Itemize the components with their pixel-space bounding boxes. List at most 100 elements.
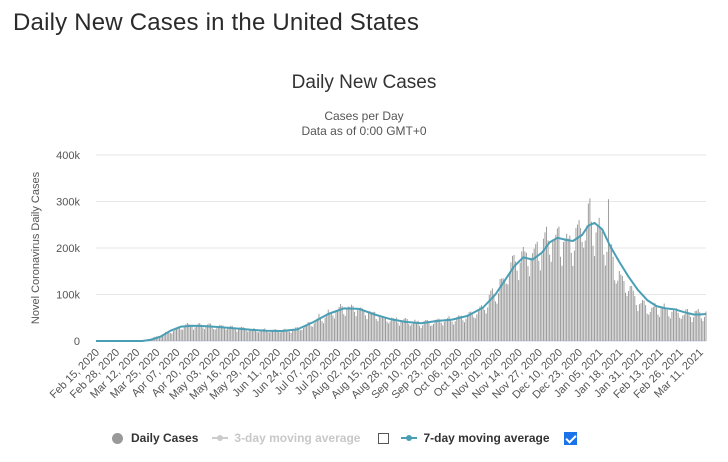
bar-daily-cases (612, 256, 614, 341)
bar-daily-cases (224, 328, 225, 341)
y-tick-label: 300k (56, 197, 80, 209)
bar-daily-cases (539, 270, 541, 341)
bar-daily-cases (159, 336, 160, 341)
bar-daily-cases (361, 308, 363, 341)
bar-daily-cases (592, 245, 594, 341)
legend-label-7day-average: 7-day moving average (423, 431, 550, 445)
bar-daily-cases (272, 330, 273, 341)
bar-daily-cases (683, 314, 685, 341)
bar-daily-cases (306, 325, 308, 341)
bar-daily-cases (631, 285, 633, 341)
bar-daily-cases (312, 326, 314, 341)
bar-daily-cases (676, 308, 678, 341)
bar-daily-cases (628, 291, 630, 341)
bar-daily-cases (267, 331, 269, 341)
bar-daily-cases (457, 315, 459, 341)
bar-daily-cases (473, 317, 475, 341)
bar-daily-cases (521, 251, 523, 341)
bar-daily-cases (250, 329, 252, 341)
bar-daily-cases (597, 225, 599, 341)
bar-daily-cases (459, 315, 461, 341)
bar-daily-cases (671, 311, 673, 341)
y-tick-label: 100k (56, 290, 80, 302)
bar-daily-cases (479, 306, 481, 341)
bar-daily-cases (680, 318, 682, 341)
bar-daily-cases (474, 318, 476, 341)
bar-daily-cases (403, 318, 405, 341)
bar-daily-cases (265, 330, 267, 341)
bar-daily-cases (660, 308, 662, 341)
bar-daily-cases (383, 316, 385, 341)
bar-daily-cases (174, 329, 176, 341)
bar-daily-cases (542, 238, 544, 341)
bar-daily-cases (522, 246, 524, 341)
bar-daily-cases (244, 327, 246, 341)
bar-daily-cases (595, 232, 597, 341)
bar-daily-cases (381, 316, 383, 341)
legend-item-daily-cases[interactable]: Daily Cases (112, 431, 198, 445)
bar-daily-cases (572, 265, 574, 341)
bar-daily-cases (217, 327, 219, 341)
bar-daily-cases (248, 330, 250, 341)
bar-daily-cases (276, 330, 278, 341)
bar-daily-cases (203, 329, 205, 341)
bar-daily-cases (166, 331, 168, 341)
bar-daily-cases (635, 305, 637, 341)
bar-daily-cases (299, 330, 301, 341)
bar-daily-cases (262, 329, 264, 341)
bar-daily-cases (284, 328, 286, 341)
bar-daily-cases (638, 304, 640, 341)
bar-daily-cases (686, 309, 688, 341)
bar-daily-cases (210, 323, 212, 341)
bar-daily-cases (682, 315, 684, 341)
bar-daily-cases (558, 226, 560, 341)
bar-daily-cases (416, 321, 417, 341)
bar-daily-cases (559, 256, 561, 341)
bar-daily-cases (176, 328, 177, 341)
checkbox-3day-average[interactable] (378, 432, 390, 444)
bar-daily-cases (236, 331, 238, 341)
bar-daily-cases (369, 311, 371, 341)
y-axis-label: Novel Coronavirus Daily Cases (30, 171, 42, 324)
bar-daily-cases (259, 331, 261, 341)
bar-daily-cases (584, 240, 586, 341)
bar-daily-cases (395, 317, 397, 341)
bar-daily-cases (408, 323, 410, 341)
bar-daily-cases (634, 296, 636, 341)
bar-daily-cases (406, 319, 408, 341)
bar-daily-cases (662, 306, 664, 341)
checkbox-7day-average[interactable] (563, 431, 577, 445)
bar-daily-cases (304, 325, 306, 341)
bar-daily-cases (234, 328, 236, 341)
bar-daily-cases (651, 307, 653, 341)
legend-item-7day-average[interactable]: 7-day moving average (401, 431, 550, 445)
bar-daily-cases (350, 304, 352, 341)
bar-daily-cases (335, 311, 337, 341)
bar-daily-cases (206, 324, 208, 341)
bar-daily-cases (665, 307, 667, 341)
bar-daily-cases (516, 270, 518, 341)
bar-daily-cases (333, 318, 335, 341)
bar-daily-cases (570, 252, 572, 341)
bar-daily-cases (646, 313, 648, 341)
bar-daily-cases (450, 319, 452, 341)
bar-daily-cases (324, 317, 326, 341)
bar-daily-cases (533, 248, 535, 341)
bar-daily-cases (518, 280, 520, 341)
legend-item-3day-average[interactable]: 3-day moving average (212, 431, 360, 445)
bar-daily-cases (185, 324, 187, 341)
bar-daily-cases (505, 283, 507, 341)
bar-daily-cases (598, 217, 600, 341)
bar-daily-cases (702, 321, 704, 341)
bar-daily-cases (454, 321, 456, 341)
bar-daily-cases (476, 314, 478, 341)
bar-daily-cases (499, 278, 501, 341)
bar-daily-cases (581, 241, 583, 341)
bar-daily-cases (563, 242, 565, 341)
bar-daily-cases (318, 313, 320, 341)
bar-daily-cases (327, 309, 329, 341)
bar-daily-cases (552, 239, 554, 341)
bar-daily-cases (405, 317, 407, 341)
bar-daily-cases (694, 310, 696, 341)
seven-day-average-line (96, 221, 707, 342)
